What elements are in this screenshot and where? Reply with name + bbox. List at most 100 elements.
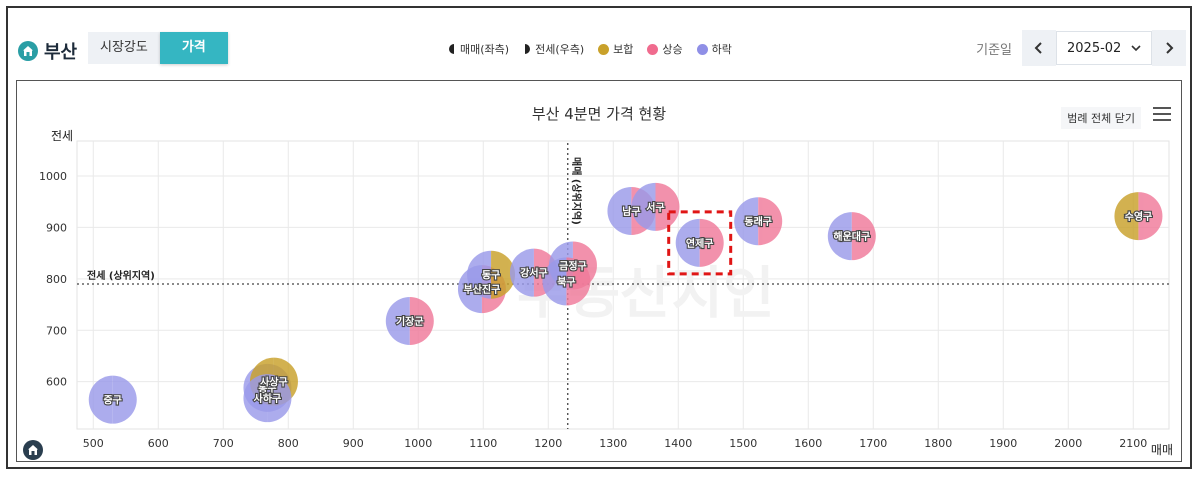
y-tick-label: 700 xyxy=(46,324,67,337)
x-tick-label: 500 xyxy=(83,437,104,450)
ref-label-jeonse: 전세 (상위지역) xyxy=(87,269,155,282)
bubble-left-half xyxy=(509,248,534,297)
x-axis-label: 매매 xyxy=(1150,443,1173,457)
bubble-label: 사상구 xyxy=(260,376,288,389)
x-tick-label: 1700 xyxy=(859,437,887,450)
rise-dot-icon xyxy=(647,43,659,55)
bubble-label: 해운대구 xyxy=(833,230,870,243)
bubble-label: 부산진구 xyxy=(464,283,501,296)
date-select[interactable]: 2025-02 xyxy=(1056,31,1152,65)
bubble-right-half xyxy=(699,218,724,267)
chevron-left-icon xyxy=(1034,42,1042,54)
bubble-left-half xyxy=(734,197,759,246)
bubble-left-half xyxy=(675,218,700,267)
highlight-box xyxy=(667,210,733,276)
chart-title: 부산 4분면 가격 현황 xyxy=(531,105,667,123)
bubble-right-half xyxy=(267,374,292,423)
top-legend: 매매(좌측) 전세(우측) 보합 상승 하락 xyxy=(448,41,732,57)
y-tick-label: 800 xyxy=(46,273,67,286)
legend-item-rise[interactable]: 상승 xyxy=(647,41,683,57)
x-tick-label: 1400 xyxy=(664,437,692,450)
x-tick-label: 900 xyxy=(343,437,364,450)
bubble-동구 xyxy=(467,250,516,299)
bubble-left-half xyxy=(631,182,656,231)
bubble-연제구 xyxy=(675,218,724,267)
x-tick-label: 1000 xyxy=(404,437,432,450)
bubble-left-half xyxy=(827,212,852,261)
menu-icon[interactable] xyxy=(1153,107,1171,121)
fall-dot-icon xyxy=(696,43,708,55)
bubble-중구 xyxy=(88,375,137,424)
scatter-plot: 500 600 700 800 900 1000 1100 1200 1300 1400 1500 1… xyxy=(39,140,1170,450)
prev-date-button[interactable] xyxy=(1022,30,1056,66)
x-tick-label: 1200 xyxy=(534,437,562,450)
date-picker: 기준일 2025-02 xyxy=(976,30,1186,66)
top-bar: 부산 시장강도 가격 매매(좌측) 전세(우측) 보합 상승 xyxy=(8,8,1194,78)
bubble-label: 수영구 xyxy=(1125,210,1153,223)
left-half-icon xyxy=(449,44,454,54)
chevron-down-icon xyxy=(1131,45,1141,52)
bubble-label: 기장군 xyxy=(396,315,424,328)
bubble-right-half xyxy=(566,257,591,306)
tab-market-strength[interactable]: 시장강도 xyxy=(88,32,160,64)
right-half-icon xyxy=(525,44,531,54)
bubble-label: 동래구 xyxy=(744,215,772,228)
bubble-label: 남구 xyxy=(622,205,640,218)
bubble-right-half xyxy=(112,375,137,424)
region-name: 부산 xyxy=(44,42,78,63)
x-tick-label: 1900 xyxy=(989,437,1017,450)
x-tick-label: 1300 xyxy=(599,437,627,450)
bubble-label: 동구 xyxy=(482,270,500,282)
chart-panel: 부산 4분면 가격 현황 범례 전체 닫기 전세 매매 500 600 700 800… xyxy=(16,80,1182,462)
tab-price[interactable]: 가격 xyxy=(159,32,228,64)
bubble-left-half xyxy=(243,374,268,423)
y-tick-label: 1000 xyxy=(39,170,67,183)
x-tick-label: 2000 xyxy=(1054,437,1082,450)
bubble-해운대구 xyxy=(827,212,876,261)
bubble-label: 연제구 xyxy=(686,237,714,250)
x-tick-label: 1800 xyxy=(924,437,952,450)
x-tick-label: 2100 xyxy=(1119,437,1147,450)
bubble-left-half xyxy=(542,257,567,306)
close-legend-button[interactable]: 범례 전체 닫기 xyxy=(1061,107,1141,129)
bubble-수영구 xyxy=(1114,192,1163,241)
bubble-right-half xyxy=(655,182,680,231)
home-logo-icon xyxy=(18,41,38,61)
bubble-사하구 xyxy=(243,374,292,423)
x-tick-label: 1500 xyxy=(729,437,757,450)
app-frame: 부산 시장강도 가격 매매(좌측) 전세(우측) 보합 상승 xyxy=(6,6,1192,469)
bubble-label: 금정구 xyxy=(559,259,587,272)
bubble-right-half xyxy=(409,297,434,345)
x-tick-label: 1100 xyxy=(469,437,497,450)
y-tick-label: 900 xyxy=(46,221,67,234)
x-tick-label: 1600 xyxy=(794,437,822,450)
chevron-right-icon xyxy=(1166,42,1174,54)
plot-area xyxy=(76,140,1170,430)
y-axis-label: 전세 xyxy=(51,129,74,143)
bubble-left-half xyxy=(88,375,113,424)
x-tick-label: 700 xyxy=(213,437,234,450)
bubble-right-half xyxy=(1138,192,1163,241)
bubble-서구 xyxy=(631,182,680,231)
bubble-label: 사하구 xyxy=(254,392,282,405)
ref-label-sale: 매매 (상위지역) xyxy=(570,157,583,225)
next-date-button[interactable] xyxy=(1152,30,1186,66)
bubble-label: 서구 xyxy=(646,201,664,214)
bubble-left-half xyxy=(607,186,632,235)
bubble-label: 북구 xyxy=(557,276,575,288)
home-icon[interactable] xyxy=(23,440,43,460)
bubble-right-half xyxy=(758,197,783,246)
x-tick-label: 800 xyxy=(278,437,299,450)
bubble-left-half xyxy=(385,297,410,345)
y-tick-label: 600 xyxy=(46,376,67,389)
bubble-label: 강서구 xyxy=(520,267,548,280)
bubble-left-half xyxy=(1114,192,1139,241)
bubble-label: 중구 xyxy=(104,395,122,407)
bubble-right-half xyxy=(851,212,876,261)
view-tabs: 시장강도 가격 xyxy=(88,32,228,64)
legend-item-flat[interactable]: 보합 xyxy=(598,41,633,57)
region-logo: 부산 xyxy=(18,38,77,64)
flat-dot-icon xyxy=(598,43,610,55)
legend-item-fall[interactable]: 하락 xyxy=(696,41,732,57)
bubble-기장군 xyxy=(385,297,434,345)
